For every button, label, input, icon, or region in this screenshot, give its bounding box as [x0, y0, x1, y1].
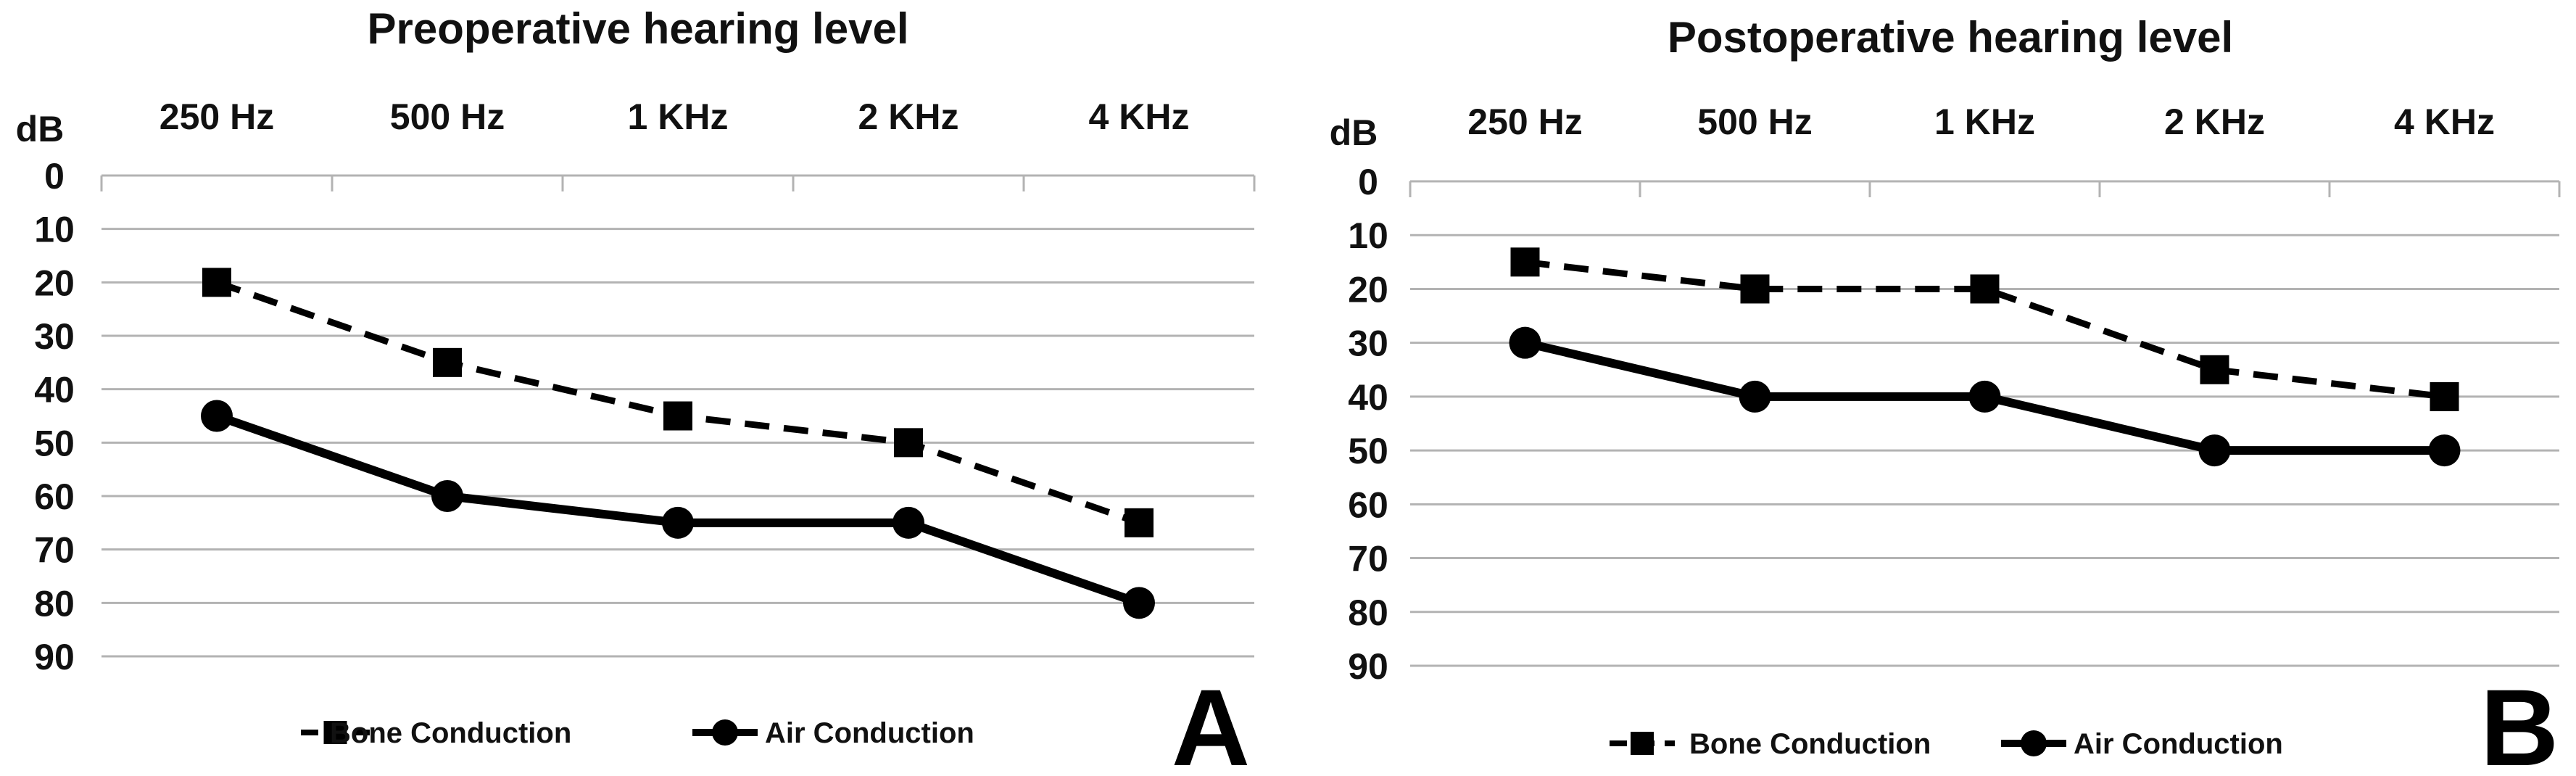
data-point-bone-conduction — [202, 268, 231, 297]
y-axis-unit: dB — [1330, 112, 1378, 153]
panel-label: B — [2480, 666, 2559, 776]
y-tick-label: 40 — [1348, 377, 1388, 418]
chart-panel-b: Postoperative hearing level dB 0 10 20 30 40 50… — [1330, 13, 2561, 776]
data-point-air-conduction — [1509, 326, 1541, 359]
y-tick-label: 60 — [34, 476, 75, 517]
x-category-label: 500 Hz — [1697, 102, 1812, 142]
y-tick-label: 10 — [1348, 215, 1388, 256]
legend-marker-air-conduction — [712, 719, 738, 746]
y-tick-label: 50 — [1348, 431, 1388, 471]
x-category-label: 250 Hz — [160, 96, 274, 137]
legend-label-bone-conduction: Bone Conduction — [1689, 728, 1931, 760]
legend-label-air-conduction: Air Conduction — [2074, 728, 2283, 760]
y-tick-label: 80 — [34, 583, 75, 624]
y-tick-label: 0 — [44, 156, 65, 197]
x-category-label: 1 KHz — [628, 96, 729, 137]
data-point-air-conduction — [2428, 434, 2461, 467]
data-point-bone-conduction — [1970, 274, 2000, 304]
y-tick-label: 60 — [1348, 484, 1388, 525]
data-point-air-conduction — [2198, 434, 2231, 467]
x-category-label: 2 KHz — [858, 96, 959, 137]
data-point-bone-conduction — [1510, 247, 1540, 277]
data-point-air-conduction — [1968, 380, 2001, 413]
y-tick-label: 70 — [34, 530, 75, 571]
data-point-bone-conduction — [2430, 381, 2459, 411]
data-point-bone-conduction — [663, 401, 692, 431]
y-tick-label: 70 — [1348, 539, 1388, 579]
legend: Bone Conduction Air Conduction — [1610, 728, 2283, 760]
legend: Bone Conduction Air Conduction — [301, 717, 974, 749]
x-category-label: 1 KHz — [1934, 102, 2035, 142]
y-tick-label: 50 — [34, 423, 75, 463]
y-tick-label: 10 — [34, 210, 75, 250]
legend-marker-air-conduction — [2021, 730, 2047, 756]
data-point-bone-conduction — [894, 428, 923, 458]
chart-title: Postoperative hearing level — [1668, 13, 2233, 62]
x-category-label: 250 Hz — [1467, 102, 1582, 142]
x-category-label: 4 KHz — [2394, 102, 2495, 142]
data-point-air-conduction — [662, 506, 694, 539]
y-tick-label: 80 — [1348, 593, 1388, 633]
legend-marker-bone-conduction — [323, 721, 347, 744]
data-point-bone-conduction — [1125, 508, 1154, 537]
y-tick-label: 40 — [34, 370, 75, 410]
y-tick-label: 90 — [1348, 646, 1388, 687]
panel-label: A — [1172, 666, 1250, 776]
chart-title: Preoperative hearing level — [367, 4, 908, 53]
x-category-label: 500 Hz — [390, 96, 505, 137]
data-point-air-conduction — [201, 400, 233, 432]
y-tick-label: 30 — [1348, 323, 1388, 364]
data-point-air-conduction — [1123, 587, 1155, 619]
y-tick-label: 90 — [34, 637, 75, 677]
data-point-air-conduction — [1739, 380, 1771, 413]
y-axis-unit: dB — [16, 109, 65, 149]
data-point-bone-conduction — [433, 347, 462, 377]
legend-label-bone-conduction: Bone Conduction — [330, 717, 571, 749]
data-point-bone-conduction — [1740, 274, 1770, 304]
y-tick-label: 0 — [1358, 162, 1378, 202]
x-category-label: 4 KHz — [1089, 96, 1190, 137]
y-tick-label: 20 — [34, 263, 75, 303]
y-tick-label: 20 — [1348, 269, 1388, 310]
legend-marker-bone-conduction — [1631, 732, 1654, 755]
y-tick-label: 30 — [34, 316, 75, 357]
x-category-label: 2 KHz — [2164, 102, 2265, 142]
chart-panel-a: Preoperative hearing level dB 0 10 20 30 40 50 6… — [16, 4, 1256, 776]
data-point-bone-conduction — [2200, 355, 2229, 384]
data-point-air-conduction — [431, 480, 463, 512]
data-point-air-conduction — [893, 506, 924, 539]
legend-label-air-conduction: Air Conduction — [765, 717, 974, 749]
